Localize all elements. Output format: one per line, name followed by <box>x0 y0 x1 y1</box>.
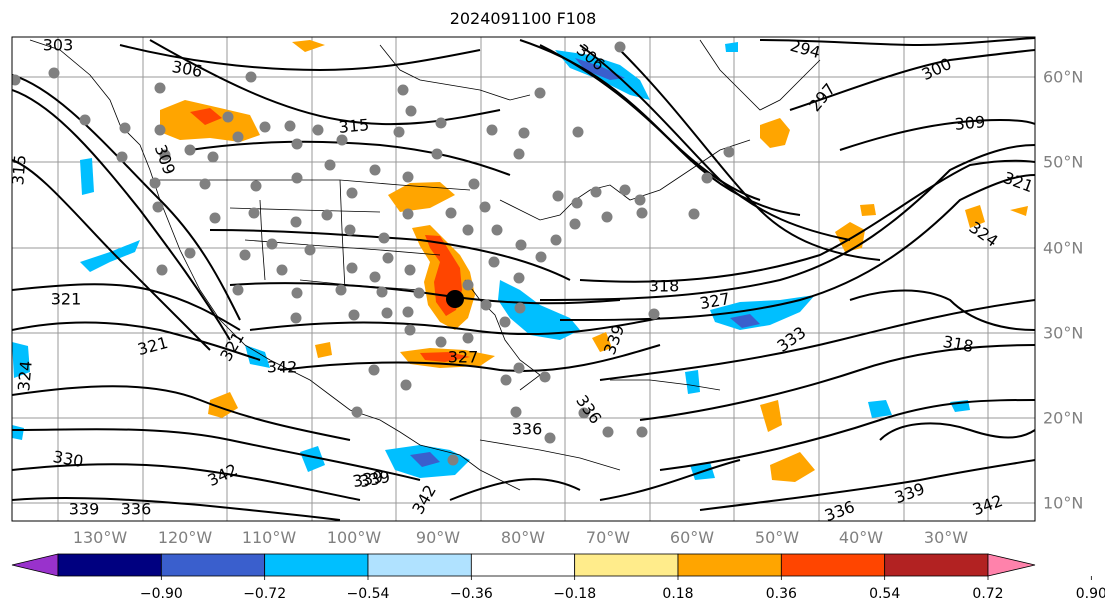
negative-area <box>725 42 738 52</box>
negative-area <box>12 425 24 440</box>
colorbar-tick-label: −0.90 <box>139 586 183 602</box>
latitude-label: 60°N <box>1043 67 1084 87</box>
colorbar-tick-label: 0.72 <box>972 586 1004 602</box>
longitude-label: 120°W <box>157 528 213 547</box>
negative-area <box>685 370 700 394</box>
colorbar-segment <box>780 553 886 577</box>
contour-label: 318 <box>649 277 680 296</box>
latitude-label: 50°N <box>1043 152 1084 172</box>
longitude-label: 100°W <box>326 528 382 547</box>
colorbar-tick-label: −0.54 <box>346 586 390 602</box>
contour-label: 315 <box>8 154 30 186</box>
station-dots <box>12 41 735 466</box>
negative-area <box>300 446 325 472</box>
colorbar-segment <box>160 553 266 577</box>
positive-area <box>770 452 815 482</box>
colorbar-tick-label: 0.90 <box>1075 586 1105 602</box>
positive-area <box>760 400 782 432</box>
colorbar-tick-label: −0.18 <box>553 586 597 602</box>
negative-area <box>80 158 94 195</box>
positive-area <box>388 182 455 212</box>
colorbar-extend-low <box>11 553 59 577</box>
latitude-label: 10°N <box>1043 493 1084 513</box>
map-title: 2024091100 F108 <box>449 9 597 28</box>
contour-label: 327 <box>448 348 479 367</box>
positive-area <box>835 222 865 252</box>
colorbar-segment <box>677 553 782 577</box>
negative-area <box>12 342 30 378</box>
positive-area <box>315 342 332 358</box>
latitude-label: 40°N <box>1043 238 1084 258</box>
longitude-label: 70°W <box>585 528 631 547</box>
positive-shading <box>160 40 1028 482</box>
negative-area <box>575 58 625 80</box>
contour-label: 309 <box>954 112 986 134</box>
colorbar-segment <box>264 553 369 577</box>
contour-label: 303 <box>43 36 74 55</box>
colorbar-segment <box>57 553 162 577</box>
positive-area <box>965 205 985 228</box>
negative-area <box>410 452 440 467</box>
negative-area <box>498 280 580 340</box>
negative-area <box>730 314 760 328</box>
colorbar-tick-label: −0.72 <box>243 586 287 602</box>
colorbar-tick-label: 0.54 <box>869 586 901 602</box>
colorbar-extend-high <box>987 553 1036 577</box>
negative-area <box>868 400 892 418</box>
negative-shading <box>12 42 970 480</box>
longitude-label: 40°W <box>838 528 884 547</box>
colorbar-segment <box>884 553 989 577</box>
contours <box>12 37 1035 521</box>
longitude-label: 50°W <box>754 528 800 547</box>
contour-label: 315 <box>338 115 370 137</box>
contour-label: 339 <box>69 500 100 519</box>
longitude-label: 30°W <box>923 528 969 547</box>
colorbar-tick-label: −0.36 <box>449 586 493 602</box>
longitude-label: 90°W <box>415 528 461 547</box>
longitude-label: 130°W <box>72 528 128 547</box>
colorbar <box>11 553 1092 580</box>
longitude-label: 60°W <box>669 528 715 547</box>
colorbar-tick-label: 0.36 <box>765 586 797 602</box>
contour-label: 336 <box>512 420 543 439</box>
negative-area <box>80 240 140 272</box>
longitude-label: 110°W <box>241 528 297 547</box>
positive-area <box>190 108 222 125</box>
latitude-label: 20°N <box>1043 408 1084 428</box>
latitude-label: 30°N <box>1043 323 1084 343</box>
negative-area <box>245 345 270 368</box>
contour-label: 336 <box>121 500 152 519</box>
positive-area <box>592 332 612 352</box>
colorbar-segment <box>574 553 679 577</box>
contour-label: 324 <box>14 360 36 392</box>
colorbar-segment <box>470 553 576 577</box>
positive-area <box>860 204 876 216</box>
positive-area <box>292 40 325 52</box>
contour-label: 342 <box>267 358 298 377</box>
longitude-label: 80°W <box>500 528 546 547</box>
colorbar-segment <box>367 553 472 577</box>
colorbar-tick-label: 0.18 <box>662 586 694 602</box>
positive-area <box>1010 206 1028 216</box>
positive-area <box>760 118 790 148</box>
coastlines <box>29 39 821 491</box>
contour-label: 321 <box>51 290 82 309</box>
focus-marker <box>446 290 464 308</box>
positive-area <box>420 352 470 362</box>
